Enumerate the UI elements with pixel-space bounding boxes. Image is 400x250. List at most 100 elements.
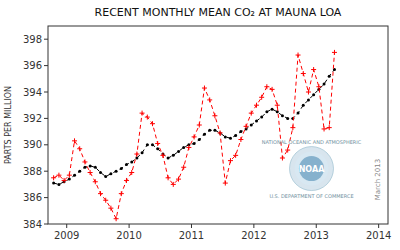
point xyxy=(250,124,253,127)
tick xyxy=(44,92,48,93)
point xyxy=(56,173,61,178)
tick xyxy=(253,224,254,228)
point xyxy=(177,150,180,153)
tick-label: 388 xyxy=(23,166,42,177)
point xyxy=(254,103,259,108)
point xyxy=(120,167,123,170)
point xyxy=(186,145,191,150)
point xyxy=(290,125,295,130)
point xyxy=(151,143,154,146)
tick xyxy=(44,39,48,40)
tick-label: 2011 xyxy=(179,230,204,241)
point xyxy=(146,143,149,146)
plot-frame xyxy=(48,26,388,224)
point xyxy=(181,165,186,170)
point xyxy=(306,90,311,95)
point xyxy=(218,130,223,135)
point xyxy=(276,110,279,113)
point xyxy=(332,50,337,55)
tick xyxy=(191,224,192,228)
point xyxy=(103,198,108,203)
point xyxy=(98,191,103,196)
tick-label: 2013 xyxy=(304,230,329,241)
point xyxy=(203,133,206,136)
point xyxy=(297,112,300,115)
point xyxy=(260,116,263,119)
point xyxy=(323,83,326,86)
tick-label: 2009 xyxy=(54,230,79,241)
point xyxy=(255,120,258,123)
tick-label: 386 xyxy=(23,192,42,203)
point xyxy=(108,206,113,211)
tick-label: 2014 xyxy=(366,230,391,241)
point xyxy=(327,125,332,130)
point xyxy=(130,160,133,163)
tick-label: 398 xyxy=(23,34,42,45)
tick-label: 396 xyxy=(23,60,42,71)
point xyxy=(73,174,76,177)
tick-label: 2012 xyxy=(241,230,266,241)
logo-ring xyxy=(290,147,334,191)
point xyxy=(239,130,242,133)
tick xyxy=(44,118,48,119)
tick xyxy=(378,224,379,228)
point xyxy=(119,191,124,196)
point xyxy=(145,115,150,120)
tick xyxy=(44,224,48,225)
point xyxy=(155,141,160,146)
annotation: NATIONAL OCEANIC AND ATMOSPHERIC xyxy=(262,139,362,145)
point xyxy=(68,178,71,181)
point xyxy=(208,129,211,132)
point xyxy=(312,93,315,96)
point xyxy=(311,67,316,72)
point xyxy=(285,148,290,153)
point xyxy=(72,138,77,143)
point xyxy=(83,166,86,169)
point xyxy=(160,153,165,158)
point xyxy=(281,114,284,117)
annotation: U.S. DEPARTMENT OF COMMERCE xyxy=(269,193,353,199)
point xyxy=(114,216,119,221)
point xyxy=(265,110,268,113)
point xyxy=(171,182,176,187)
point xyxy=(172,154,175,157)
point xyxy=(135,157,138,160)
point xyxy=(52,182,55,185)
point xyxy=(244,124,249,129)
series-line xyxy=(54,70,335,185)
point xyxy=(301,71,306,76)
tick-label: 392 xyxy=(23,113,42,124)
annotation: NOAA xyxy=(299,165,325,174)
point xyxy=(156,147,159,150)
point xyxy=(275,103,280,108)
point xyxy=(193,142,196,145)
axis-label: PARTS PER MILLION xyxy=(4,86,13,164)
annotation: March 2013 xyxy=(374,159,382,200)
point xyxy=(94,166,97,169)
point xyxy=(51,175,56,180)
point xyxy=(280,156,285,161)
point xyxy=(202,86,207,91)
point xyxy=(307,98,310,101)
point xyxy=(140,111,145,116)
point xyxy=(104,175,107,178)
point xyxy=(213,129,216,132)
point xyxy=(229,137,232,140)
point xyxy=(57,183,60,186)
point xyxy=(99,171,102,174)
point xyxy=(233,153,238,158)
point xyxy=(192,134,197,139)
point xyxy=(259,95,264,100)
point xyxy=(124,178,129,183)
point xyxy=(270,87,275,92)
point xyxy=(207,97,212,102)
point xyxy=(176,177,181,182)
tick xyxy=(44,65,48,66)
point xyxy=(182,146,185,149)
point xyxy=(150,121,155,126)
point xyxy=(166,175,171,180)
tick xyxy=(129,224,130,228)
point xyxy=(62,178,67,183)
point xyxy=(115,170,118,173)
point xyxy=(234,134,237,137)
